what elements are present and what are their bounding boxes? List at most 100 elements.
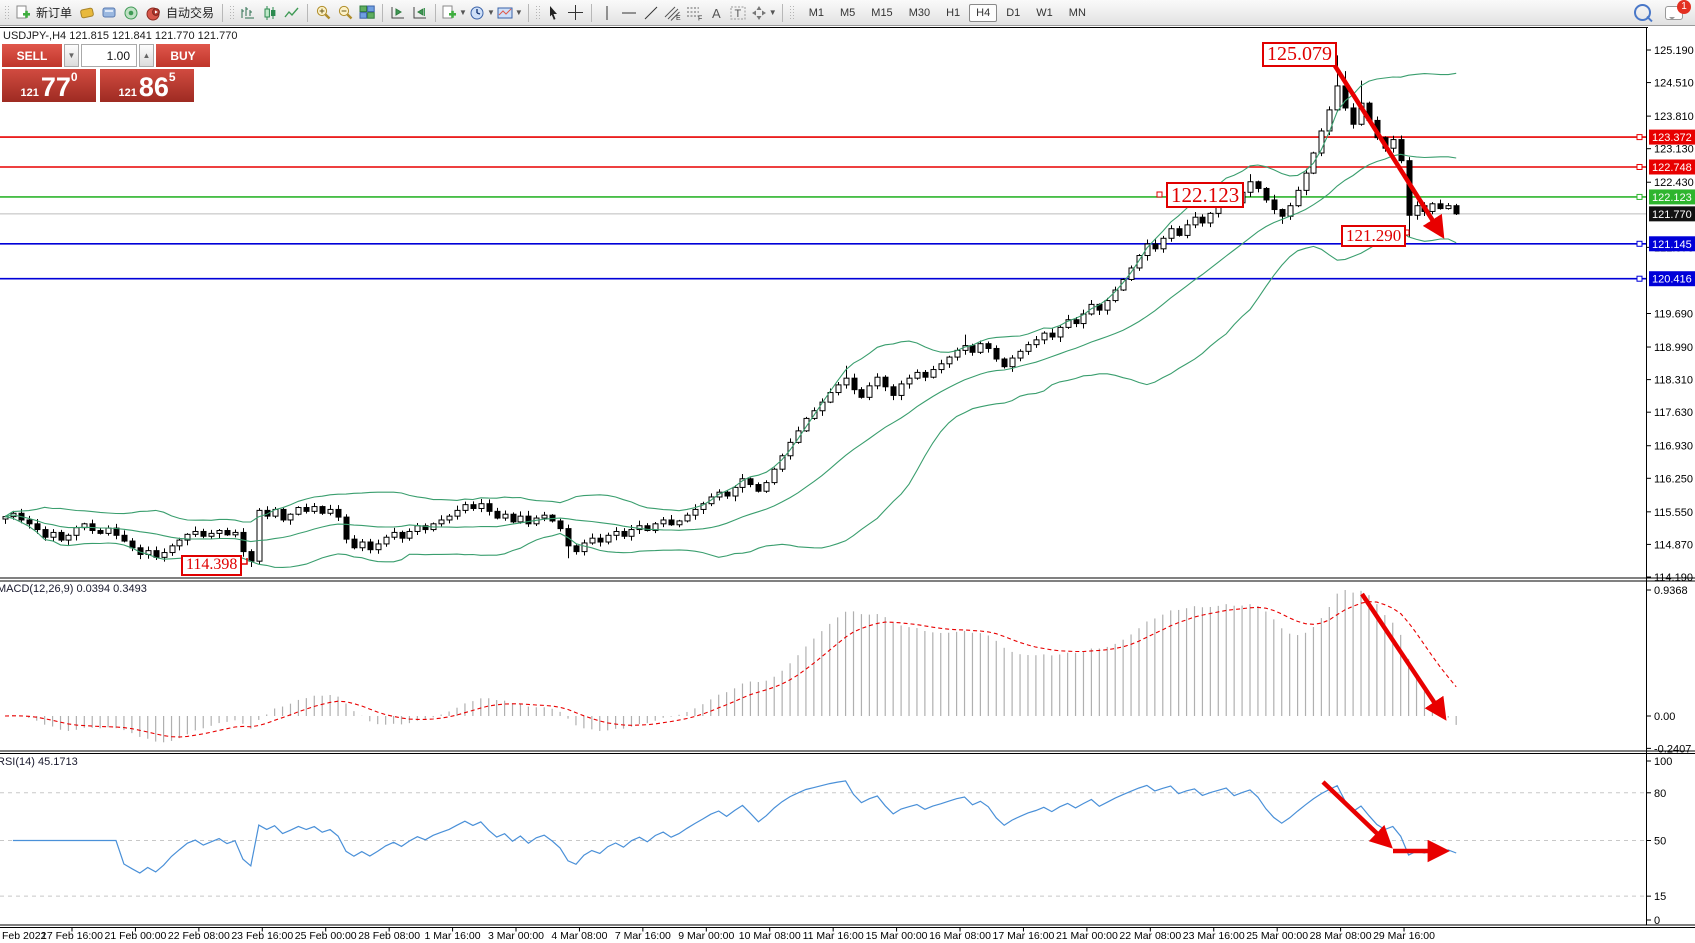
tf-M1[interactable]: M1 <box>808 6 824 19</box>
candle-body <box>391 531 398 538</box>
line-chart-icon[interactable] <box>282 3 302 23</box>
periods-icon[interactable]: ▼ <box>469 3 495 23</box>
volume-input[interactable]: 1.00 <box>81 44 137 67</box>
bar-chart-icon[interactable] <box>238 3 258 23</box>
candle-body <box>446 515 453 521</box>
price-line-chip <box>1649 159 1695 175</box>
channel-icon[interactable]: E <box>663 3 683 23</box>
tf-M15[interactable]: M15 <box>871 6 893 19</box>
candle-body <box>208 532 215 537</box>
price-annotation[interactable]: 122.123 <box>1166 182 1245 209</box>
toolbar-grip <box>4 4 10 21</box>
candle-body <box>763 482 770 492</box>
sell-button[interactable]: SELL <box>2 44 62 67</box>
candle-body <box>1152 243 1159 250</box>
market-watch-icon[interactable] <box>77 3 97 23</box>
candle-body <box>335 508 342 518</box>
tf-H4[interactable]: H4 <box>969 3 998 22</box>
symbol-ohlc-line: USDJPY-,H4 121.815 121.841 121.770 121.7… <box>3 30 238 42</box>
candle-body <box>161 552 168 558</box>
candle-body <box>502 513 509 519</box>
candle-body <box>1390 139 1397 149</box>
zoom-out-icon[interactable] <box>335 3 355 23</box>
trendline-icon[interactable] <box>641 3 661 23</box>
price-annotation[interactable]: 121.290 <box>1341 225 1407 247</box>
candle-body <box>1144 243 1151 257</box>
toolbar-separator <box>435 3 437 22</box>
tf-M30[interactable]: M30 <box>908 6 931 19</box>
text-icon[interactable]: A <box>707 3 727 23</box>
new-order-label[interactable]: 新订单 <box>36 6 73 20</box>
fibonacci-icon[interactable]: F <box>685 3 705 23</box>
price-annotation[interactable]: 125.079 <box>1262 42 1337 67</box>
tf-H1[interactable]: H1 <box>946 6 961 19</box>
candle-body <box>573 545 580 553</box>
tf-D1[interactable]: D1 <box>1006 6 1021 19</box>
tf-MN[interactable]: MN <box>1068 6 1086 19</box>
price-line-chip <box>1649 236 1695 252</box>
date-label: Feb 2022 <box>2 930 47 942</box>
text-label-icon[interactable]: T <box>729 3 749 23</box>
candle-body <box>351 538 358 549</box>
chat-icon[interactable]: 1 <box>1665 0 1691 20</box>
candle-body <box>1303 172 1310 191</box>
crosshair-icon[interactable] <box>566 3 586 23</box>
macd-pane <box>4 590 1457 743</box>
date-label: 21 Mar 00:00 <box>1056 930 1118 942</box>
date-label: 4 Mar 08:00 <box>551 930 607 942</box>
volume-up-button[interactable]: ▲ <box>139 44 154 67</box>
candle-body <box>383 536 390 545</box>
zoom-in-icon[interactable] <box>313 3 333 23</box>
candle-body <box>517 515 524 523</box>
candle-body <box>1199 216 1206 224</box>
cursor-icon[interactable] <box>544 3 564 23</box>
price-tick: 116.930 <box>1654 441 1693 453</box>
toolbar-grip <box>534 4 541 21</box>
date-label: 23 Mar 16:00 <box>1183 930 1245 942</box>
macd-scale-tick: 0.9368 <box>1654 585 1688 597</box>
navigator-icon[interactable] <box>99 3 119 23</box>
candle-body <box>97 530 104 534</box>
search-icon[interactable] <box>1634 4 1651 21</box>
candle-body <box>732 486 739 497</box>
candle-body <box>890 386 897 396</box>
buy-button[interactable]: BUY <box>156 44 210 67</box>
tile-windows-icon[interactable] <box>357 3 377 23</box>
candle-body <box>795 430 802 443</box>
chart-shift-icon[interactable] <box>410 3 430 23</box>
vertical-line-icon[interactable] <box>597 3 617 23</box>
candlestick-chart-icon[interactable] <box>260 3 280 23</box>
rsi-indicator-label: RSI(14) 45.1713 <box>0 756 78 768</box>
one-click-trading-panel: SELL ▼ 1.00 ▲ BUY 121 77 0 121 86 5 <box>2 44 214 102</box>
price-line-chip <box>1649 271 1695 287</box>
auto-scroll-icon[interactable] <box>388 3 408 23</box>
arrows-tool-icon[interactable]: ▼ <box>751 3 777 23</box>
date-label: 15 Mar 00:00 <box>866 930 928 942</box>
autotrading-icon[interactable] <box>143 3 163 23</box>
new-order-icon[interactable] <box>13 3 33 23</box>
candle-body <box>50 531 57 538</box>
autotrading-label[interactable]: 自动交易 <box>166 6 215 20</box>
sell-price-panel[interactable]: 121 77 0 <box>2 69 96 102</box>
indicators-icon[interactable]: ▼ <box>441 3 467 23</box>
bollinger-upper <box>4 72 1457 523</box>
candle-body <box>858 389 865 398</box>
tf-M5[interactable]: M5 <box>840 6 856 19</box>
line-anchor-square <box>1636 240 1643 247</box>
signals-icon[interactable] <box>121 3 141 23</box>
price-annotation[interactable]: 114.398 <box>181 555 243 576</box>
price-line-chip-label: 121.770 <box>1652 209 1692 221</box>
templates-icon[interactable]: ▼ <box>497 3 523 23</box>
candle-body <box>1073 319 1080 325</box>
volume-down-button[interactable]: ▼ <box>64 44 79 67</box>
date-label: 3 Mar 00:00 <box>488 930 544 942</box>
horizontal-line-icon[interactable] <box>619 3 639 23</box>
candle-body <box>1255 181 1262 189</box>
tf-W1[interactable]: W1 <box>1036 6 1053 19</box>
rsi-line <box>12 780 1457 874</box>
candle-body <box>724 491 731 497</box>
date-label: 22 Feb 08:00 <box>168 930 230 942</box>
sell-price-main: 77 <box>40 72 71 102</box>
buy-price-panel[interactable]: 121 86 5 <box>100 69 194 102</box>
